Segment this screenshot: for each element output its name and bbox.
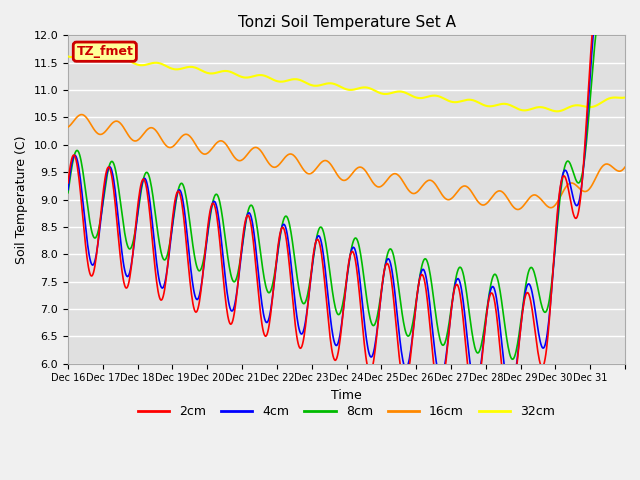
Title: Tonzi Soil Temperature Set A: Tonzi Soil Temperature Set A — [237, 15, 456, 30]
X-axis label: Time: Time — [331, 389, 362, 402]
Text: TZ_fmet: TZ_fmet — [76, 45, 133, 58]
Legend: 2cm, 4cm, 8cm, 16cm, 32cm: 2cm, 4cm, 8cm, 16cm, 32cm — [133, 400, 560, 423]
Y-axis label: Soil Temperature (C): Soil Temperature (C) — [15, 135, 28, 264]
